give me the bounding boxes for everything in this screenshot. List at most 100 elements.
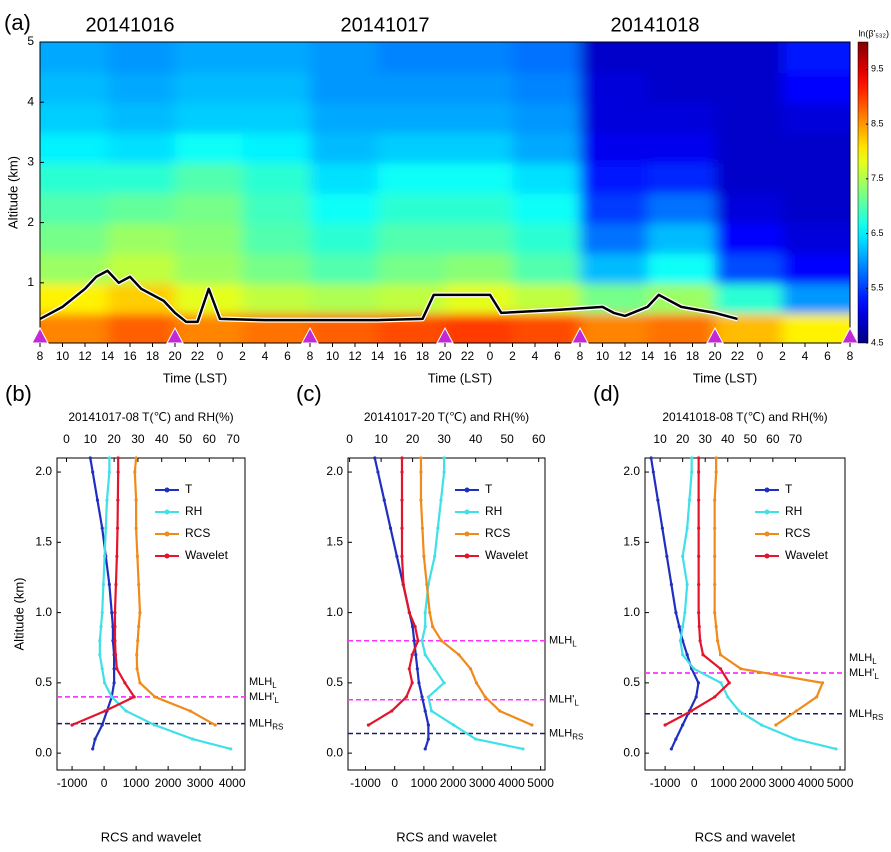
colorbar: [857, 41, 869, 344]
series-point: [138, 610, 142, 615]
series-point: [669, 747, 673, 751]
x2-tick-label: 40: [469, 432, 483, 446]
series-point: [727, 681, 731, 685]
y-tick-label: 1.0: [326, 605, 343, 619]
x-tick-label: -1000: [650, 776, 681, 790]
series-point: [442, 470, 446, 474]
series-point: [726, 695, 730, 699]
series-point: [115, 526, 120, 530]
panel-label: (a): [4, 10, 31, 35]
heatmap-cell: [107, 72, 176, 104]
series-point: [681, 554, 685, 558]
x-tick-label: 20: [438, 349, 452, 363]
x-tick-label: 10: [596, 349, 610, 363]
heatmap-cell: [782, 132, 850, 164]
heatmap-cell: [580, 132, 649, 164]
x2-tick-label: 30: [699, 432, 713, 446]
x-tick-label: 2000: [155, 776, 182, 790]
series-point: [98, 639, 102, 643]
series-point: [483, 695, 487, 699]
x-tick-label: 22: [461, 349, 475, 363]
heatmap-cell: [310, 42, 379, 74]
series-point: [100, 526, 104, 530]
x-tick-label: 0: [217, 349, 224, 363]
heatmap-cell: [242, 252, 311, 284]
colorbar-tick-label: 8.5: [871, 118, 884, 128]
series: [649, 456, 701, 751]
series-point: [135, 667, 139, 671]
y-tick-label: 2.0: [326, 464, 343, 478]
mlh-label-main: MLH: [249, 676, 272, 688]
y-axis-label: Altitude (km): [11, 578, 26, 651]
y-axis-label: Altitude (km): [5, 156, 20, 229]
heatmap-cell: [647, 252, 716, 284]
legend-marker: [764, 531, 770, 537]
y-tick-label: 0.0: [326, 745, 343, 759]
series-point: [660, 526, 664, 530]
series-point: [681, 625, 685, 629]
x-tick-label: 2000: [440, 776, 467, 790]
x2-tick-label: 0: [346, 432, 353, 446]
x-tick-label: 12: [78, 349, 92, 363]
x-axis-label: RCS and wavelet: [101, 829, 202, 844]
series-point: [425, 582, 429, 587]
series-point: [697, 456, 701, 460]
heatmap-cell: [512, 162, 581, 194]
mlh-label: MLH'L: [849, 667, 879, 681]
series-point: [690, 456, 694, 460]
x-tick-label: 5000: [827, 776, 854, 790]
series-point: [407, 610, 411, 615]
x-tick-label: -1000: [57, 776, 88, 790]
series-point: [135, 653, 139, 657]
series-line: [420, 458, 524, 750]
x-tick-label: 0: [101, 776, 108, 790]
heatmap-cell: [512, 252, 581, 284]
series: [420, 456, 525, 751]
legend-marker: [764, 553, 770, 559]
heatmap: [40, 42, 850, 343]
series-point: [694, 695, 698, 699]
series-point: [107, 456, 111, 460]
y-tick-label: 1.0: [35, 605, 52, 619]
mlh-label-main: MLH': [849, 667, 874, 679]
heatmap-cell: [242, 132, 311, 164]
heatmap-cell: [580, 162, 649, 194]
mlh-label-sub: L: [272, 681, 277, 690]
series-point: [112, 667, 116, 671]
series-point: [651, 470, 655, 474]
legend-label: T: [785, 482, 793, 496]
x-tick-label: 14: [101, 349, 115, 363]
series-point: [100, 667, 104, 671]
heatmap-cell: [580, 72, 649, 104]
y-tick-label: 1: [27, 275, 34, 289]
series-point: [442, 681, 446, 685]
heatmap-cell: [647, 162, 716, 194]
mlh-label: MLHL: [249, 676, 277, 690]
x-axis-label: Time (LST): [428, 370, 493, 385]
series-point: [137, 625, 141, 629]
series-point: [669, 582, 673, 587]
series-point: [714, 470, 718, 474]
heatmap-cell: [40, 132, 109, 164]
series-point: [431, 625, 435, 629]
series-point: [698, 639, 702, 643]
series-point: [692, 667, 696, 671]
series-point: [135, 554, 139, 558]
series-point: [101, 582, 106, 587]
series-point: [737, 709, 741, 713]
colorbar-title: ln(β'₅₃₂): [858, 28, 889, 38]
x-tick-label: 0: [487, 349, 494, 363]
series-point: [113, 610, 117, 615]
heatmap-cell: [715, 282, 784, 314]
series-point: [100, 610, 104, 615]
series-point: [107, 470, 111, 474]
series-point: [697, 554, 701, 558]
x-axis-label: RCS and wavelet: [396, 829, 497, 844]
series-point: [697, 470, 701, 474]
mlh-label: MLHRS: [549, 727, 583, 741]
series-point: [426, 723, 430, 727]
x2-tick-label: 60: [532, 432, 546, 446]
x-tick-label: -1000: [350, 776, 381, 790]
heatmap-cell: [242, 102, 311, 134]
series-point: [113, 625, 117, 629]
